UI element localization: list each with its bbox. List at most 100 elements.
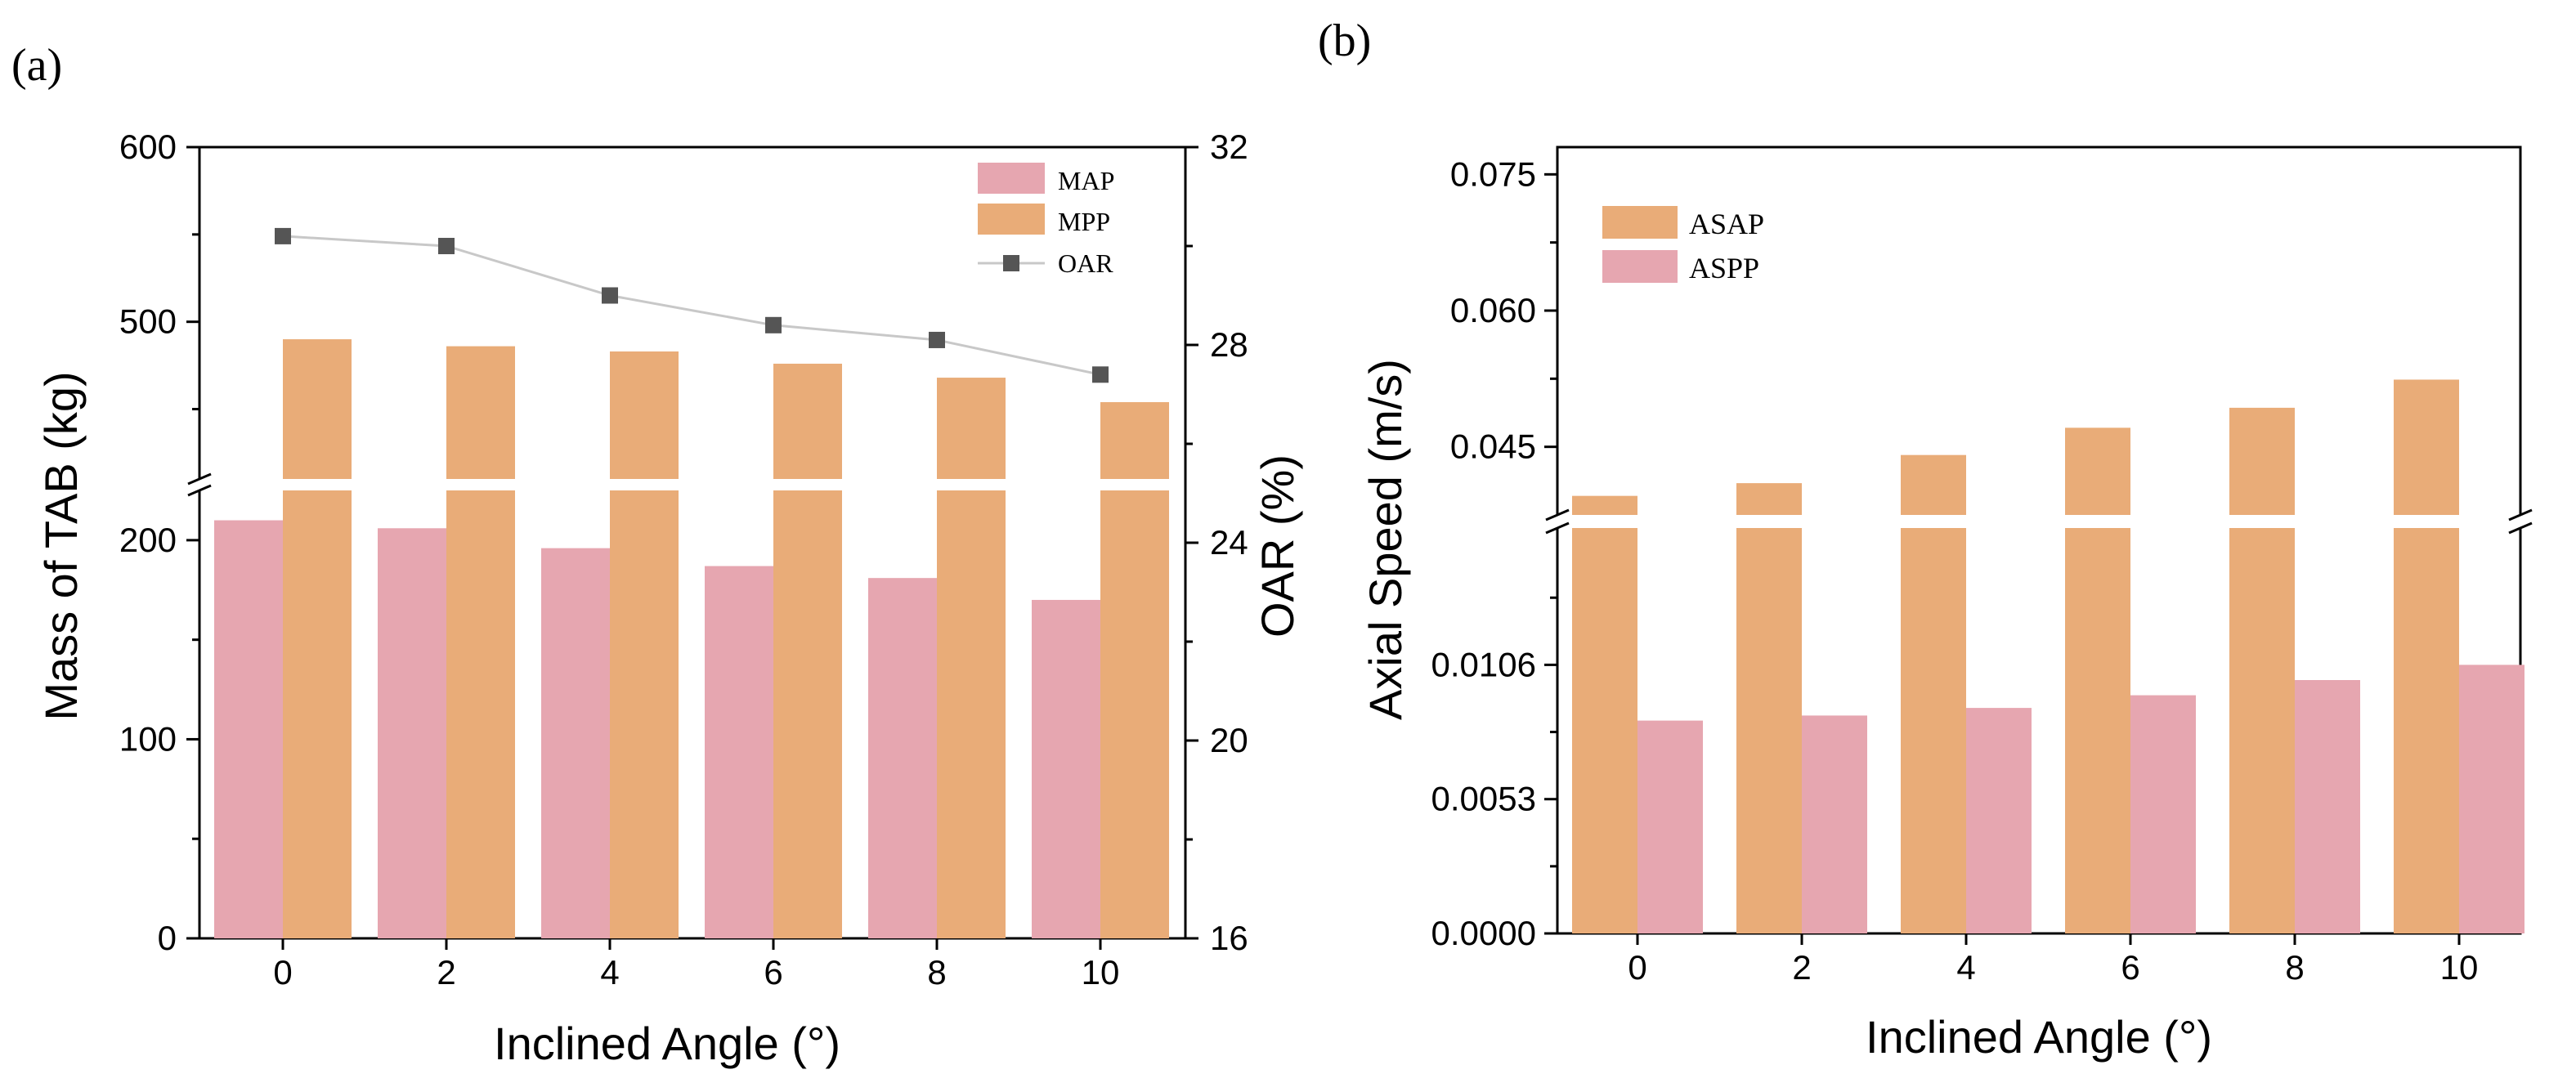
bar-aspp-4	[1966, 708, 2032, 933]
oar-point-2	[438, 238, 455, 254]
ytick-label-b-high-1: 0.060	[1450, 291, 1536, 329]
axis-break-mark-b-top-1	[2508, 508, 2533, 521]
chart-a-legend: MAP MPP OAR	[978, 163, 1114, 278]
bar-mpp-upper-10	[1100, 401, 1169, 479]
panel-label-a: (a)	[11, 40, 62, 91]
panel-label-b: (b)	[1318, 16, 1371, 66]
bar-aspp-10	[2459, 665, 2524, 933]
chart-a-bars	[214, 339, 1169, 938]
ytick-label-b-high-0: 0.045	[1450, 427, 1536, 466]
ytick-label-b-low-2: 0.0106	[1431, 645, 1536, 683]
xtick-label-b-10: 10	[2440, 948, 2479, 987]
legend-label-aspp: ASPP	[1689, 252, 1759, 284]
ytick-label-a-100: 100	[119, 719, 177, 758]
oar-point-10	[1092, 366, 1109, 383]
ytick-label-b-low-1: 0.0053	[1431, 780, 1536, 818]
bar-mpp-lower-8	[937, 490, 1006, 938]
bar-asap-upper-2	[1736, 483, 1802, 515]
bar-mpp-lower-10	[1100, 490, 1169, 938]
bar-mpp-lower-0	[283, 490, 352, 938]
legend-marker-oar	[1003, 255, 1019, 271]
xtick-label-a-2: 2	[437, 953, 455, 991]
bar-asap-lower-10	[2394, 528, 2459, 933]
y2tick-label-a-24: 24	[1210, 523, 1248, 562]
legend-label-oar: OAR	[1058, 248, 1113, 278]
legend-swatch-map	[978, 163, 1045, 194]
xtick-label-b-0: 0	[1628, 948, 1646, 987]
chart-b-ylabel: Axial Speed (m/s)	[1360, 359, 1411, 720]
xtick-label-a-6: 6	[764, 953, 782, 991]
bar-aspp-2	[1802, 715, 1867, 933]
chart-a-y2label: OAR (%)	[1252, 454, 1303, 638]
xtick-label-b-4: 4	[1956, 948, 1975, 987]
y2tick-label-a-16: 16	[1210, 919, 1248, 957]
chart-b-axes: 0 2 4 6 8 10 0.0000 0.0053 0.0106 0.045 0.060 0.075	[1431, 154, 2533, 987]
axis-break-gap-b-1	[2516, 516, 2525, 527]
legend-label-map: MAP	[1058, 166, 1114, 195]
bar-asap-upper-4	[1901, 454, 1966, 515]
ytick-label-b-high-2: 0.075	[1450, 154, 1536, 193]
axis-break-mark-b-top-0	[1545, 508, 1570, 521]
bar-map-4	[541, 548, 610, 938]
axis-break-mark-a-top	[187, 472, 212, 486]
bar-map-10	[1032, 599, 1100, 938]
oar-point-6	[765, 316, 782, 333]
chart-b: 0 2 4 6 8 10 0.0000 0.0053 0.0106 0.045 0.060 0.075…	[1360, 145, 2533, 1063]
chart-b-xlabel: Inclined Angle (°)	[1866, 1011, 2212, 1063]
bar-asap-lower-0	[1572, 528, 1637, 933]
chart-b-frame	[1556, 145, 2522, 935]
chart-a-ylabel: Mass of TAB (kg)	[35, 371, 87, 720]
ytick-label-b-low-0: 0.0000	[1431, 914, 1536, 952]
ytick-label-a-200: 200	[119, 521, 177, 559]
chart-b-legend: ASAP ASPP	[1602, 206, 1764, 284]
xtick-label-b-2: 2	[1792, 948, 1811, 987]
bar-mpp-lower-4	[610, 490, 679, 938]
bar-asap-lower-8	[2229, 528, 2295, 933]
axis-break-gap-b-0	[1552, 516, 1562, 527]
bar-mpp-upper-4	[610, 351, 679, 479]
bar-asap-upper-0	[1572, 495, 1637, 515]
bar-aspp-0	[1637, 720, 1703, 933]
bar-asap-upper-10	[2394, 379, 2459, 515]
oar-point-4	[602, 287, 618, 304]
xtick-label-b-8: 8	[2285, 948, 2304, 987]
bar-asap-upper-8	[2229, 407, 2295, 515]
axis-break-mark-b-bottom-1	[2508, 521, 2533, 535]
oar-line-path	[282, 235, 1101, 376]
bar-mpp-upper-6	[773, 363, 842, 479]
ytick-label-a-600: 600	[119, 128, 177, 166]
legend-swatch-aspp	[1602, 250, 1678, 283]
axis-break-mark-b-bottom-0	[1545, 521, 1570, 535]
bar-mpp-lower-6	[773, 490, 842, 938]
oar-point-8	[929, 331, 945, 348]
axis-break-gap-a	[195, 480, 204, 490]
y2tick-label-a-32: 32	[1210, 128, 1248, 166]
bar-asap-upper-6	[2065, 427, 2130, 515]
y2tick-label-a-20: 20	[1210, 721, 1248, 759]
chart-a-xlabel: Inclined Angle (°)	[494, 1018, 840, 1069]
bar-aspp-6	[2130, 695, 2196, 933]
xtick-label-a-8: 8	[927, 953, 946, 991]
xtick-label-a-4: 4	[600, 953, 619, 991]
bar-mpp-upper-8	[937, 378, 1006, 479]
legend-label-mpp: MPP	[1058, 207, 1110, 236]
bar-mpp-lower-2	[446, 490, 515, 938]
y2tick-label-a-28: 28	[1210, 325, 1248, 364]
bar-asap-lower-2	[1736, 528, 1802, 933]
ytick-label-a-500: 500	[119, 302, 177, 341]
xtick-label-a-10: 10	[1082, 953, 1120, 991]
chart-b-bars	[1572, 379, 2524, 933]
oar-point-0	[275, 227, 291, 244]
bar-map-0	[214, 520, 283, 938]
bar-map-8	[868, 578, 937, 938]
ytick-label-a-0: 0	[158, 919, 177, 957]
axis-break-mark-a-bottom	[187, 484, 212, 497]
bar-mpp-upper-0	[283, 339, 352, 479]
bar-asap-lower-4	[1901, 528, 1966, 933]
legend-swatch-asap	[1602, 206, 1678, 239]
legend-label-asap: ASAP	[1689, 208, 1764, 240]
bar-map-2	[378, 528, 446, 938]
xtick-label-b-6: 6	[2121, 948, 2139, 987]
